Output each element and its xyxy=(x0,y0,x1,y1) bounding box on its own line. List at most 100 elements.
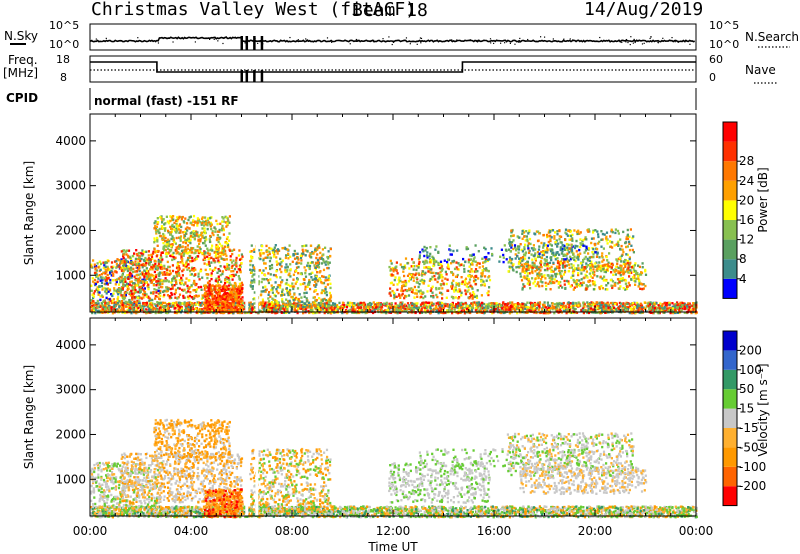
heat-cell xyxy=(456,305,459,308)
heat-cell xyxy=(231,264,234,268)
heat-cell xyxy=(123,263,126,266)
nsearch-dot xyxy=(671,36,673,39)
heat-cell xyxy=(409,308,412,312)
heat-cell xyxy=(346,301,350,304)
heat-cell xyxy=(468,304,472,307)
heat-cell xyxy=(321,308,324,311)
heat-cell xyxy=(479,307,482,310)
heat-cell xyxy=(151,279,154,282)
heat-cell xyxy=(201,220,205,223)
heat-cell xyxy=(230,305,233,308)
heat-cell xyxy=(196,224,199,227)
heat-cell xyxy=(186,252,189,255)
heat-cell xyxy=(122,310,125,313)
heat-cell xyxy=(253,302,256,305)
heat-cell xyxy=(127,287,130,290)
heat-cell xyxy=(101,276,104,279)
heat-cell xyxy=(215,312,218,315)
heat-cell xyxy=(189,232,192,235)
nsearch-dot xyxy=(518,41,520,43)
heat-cell xyxy=(441,301,444,305)
heat-cell xyxy=(669,307,672,310)
heat-cell xyxy=(175,275,178,278)
heat-cell xyxy=(119,260,122,263)
heat-cell xyxy=(104,305,108,309)
heat-cell xyxy=(511,301,514,304)
heat-cell xyxy=(270,304,273,307)
heat-cell xyxy=(379,303,383,306)
heat-cell xyxy=(222,227,225,230)
heat-cell xyxy=(341,305,344,308)
heat-cell xyxy=(224,282,227,285)
heat-cell xyxy=(224,300,227,303)
heat-cell xyxy=(231,286,234,289)
nsearch-dot xyxy=(259,41,261,43)
heat-cell xyxy=(573,308,576,311)
heat-cell xyxy=(106,287,110,290)
date-label: 14/Aug/2019 xyxy=(584,0,703,20)
heat-cell xyxy=(206,247,209,250)
nsky-label: N.Sky xyxy=(4,29,38,43)
heat-cell xyxy=(663,306,666,309)
heat-cell xyxy=(165,290,168,293)
heat-cell xyxy=(156,301,159,304)
heat-cell xyxy=(190,296,193,299)
heat-cell xyxy=(221,270,224,273)
heat-cell xyxy=(169,225,172,229)
heat-cell xyxy=(650,302,654,305)
heat-cell xyxy=(108,308,111,311)
heat-cell xyxy=(543,304,546,307)
heat-cell xyxy=(175,266,179,270)
heat-cell xyxy=(232,269,235,273)
heat-cell xyxy=(116,278,119,281)
heat-cell xyxy=(145,267,148,270)
heat-cell xyxy=(127,249,131,252)
heat-cell xyxy=(309,303,312,306)
heat-cell xyxy=(117,302,120,305)
heat-cell xyxy=(589,305,592,308)
heat-cell xyxy=(463,308,466,311)
heat-cell xyxy=(652,305,655,308)
heat-cell xyxy=(213,268,216,271)
heat-cell xyxy=(488,305,491,308)
heat-cell xyxy=(305,291,308,294)
heat-cell xyxy=(203,227,206,230)
heat-cell xyxy=(555,306,558,309)
heat-cell xyxy=(92,299,95,303)
heat-cell xyxy=(104,268,107,271)
heat-cell xyxy=(103,264,106,267)
heat-cell xyxy=(321,306,324,309)
heat-cell xyxy=(97,293,100,296)
heat-cell xyxy=(202,258,205,262)
heat-cell xyxy=(156,222,159,226)
heat-cell xyxy=(304,249,307,252)
heat-cell xyxy=(533,304,537,307)
heat-cell xyxy=(663,301,666,305)
heat-cell xyxy=(171,264,174,267)
heat-cell xyxy=(332,309,335,312)
heat-cell xyxy=(430,301,433,304)
nsearch-dot xyxy=(156,40,158,42)
heat-cell xyxy=(150,303,153,307)
heat-cell xyxy=(125,265,129,268)
heat-cell xyxy=(135,270,139,273)
heat-cell xyxy=(440,304,444,307)
heat-cell xyxy=(457,309,460,313)
nsearch-dot xyxy=(490,42,492,44)
heat-cell xyxy=(113,289,116,292)
heat-cell xyxy=(121,272,124,276)
heat-cell xyxy=(275,256,278,259)
nsearch-dot xyxy=(689,43,691,45)
heat-cell xyxy=(215,277,218,280)
heat-cell xyxy=(139,306,143,309)
heat-cell xyxy=(163,227,166,230)
heat-cell xyxy=(219,306,222,309)
nsearch-dot xyxy=(633,38,635,41)
heat-cell xyxy=(154,304,157,308)
heat-cell xyxy=(163,264,166,268)
heat-cell xyxy=(285,309,289,313)
heat-cell xyxy=(217,298,220,301)
heat-cell xyxy=(642,306,646,309)
heat-cell xyxy=(101,288,104,291)
heat-cell xyxy=(181,302,184,305)
